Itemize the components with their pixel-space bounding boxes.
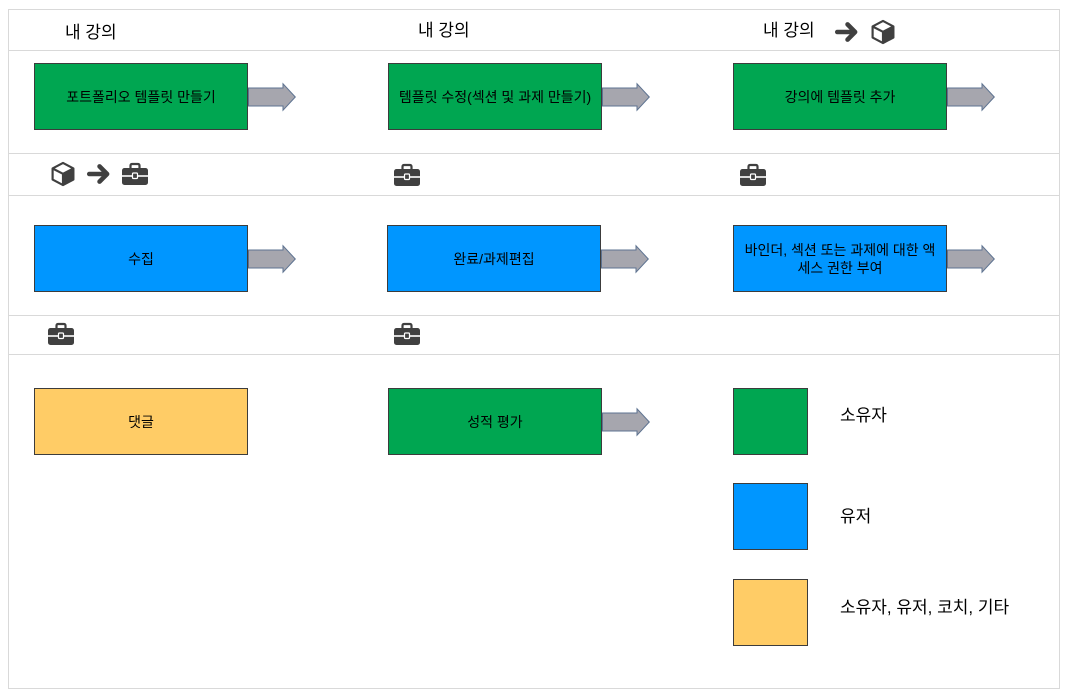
step-complete-edit-assignment: 완료/과제편집	[387, 225, 601, 292]
column-title-3-icons	[833, 19, 897, 45]
cube-icon	[869, 19, 897, 45]
cube-icon	[49, 161, 77, 187]
step-create-portfolio-template: 포트폴리오 템플릿 만들기	[34, 63, 248, 130]
flow-arrow	[602, 82, 650, 112]
permission-icons-5	[393, 321, 421, 347]
legend-swatch-user	[733, 483, 808, 550]
legend-label-everyone: 소유자, 유저, 코치, 기타	[840, 598, 1010, 617]
flow-arrow	[947, 244, 995, 274]
flow-arrow	[602, 407, 650, 437]
row-divider	[8, 195, 1060, 196]
row-divider	[8, 153, 1060, 154]
briefcase-icon	[393, 162, 421, 188]
permission-icons-3	[739, 162, 767, 188]
step-collect: 수집	[34, 225, 248, 292]
step-label: 템플릿 수정(섹션 및 과제 만들기)	[398, 88, 592, 105]
flow-arrow	[248, 82, 296, 112]
legend-swatch-owner	[733, 388, 808, 455]
row-divider	[8, 315, 1060, 316]
row-divider	[8, 354, 1060, 355]
flow-arrow	[947, 82, 995, 112]
briefcase-icon	[47, 321, 75, 347]
permission-icons-2	[393, 162, 421, 188]
step-label: 성적 평가	[467, 413, 523, 430]
arrow-right-icon	[85, 161, 113, 187]
legend-label-user: 유저	[840, 507, 872, 526]
flow-arrow	[248, 244, 296, 274]
column-title-1: 내 강의	[65, 23, 117, 42]
step-grant-access: 바인더, 섹션 또는 과제에 대한 액세스 권한 부여	[733, 225, 947, 292]
step-add-template-to-course: 강의에 템플릿 추가	[733, 63, 947, 130]
step-label: 댓글	[128, 413, 154, 430]
arrow-right-icon	[833, 19, 861, 45]
column-title-3: 내 강의	[763, 21, 815, 40]
step-grade: 성적 평가	[388, 388, 602, 455]
step-label: 완료/과제편집	[453, 250, 535, 267]
legend-swatch-everyone	[733, 579, 808, 646]
step-edit-template: 템플릿 수정(섹션 및 과제 만들기)	[388, 63, 602, 130]
diagram-frame	[8, 9, 1060, 689]
step-label: 바인더, 섹션 또는 과제에 대한 액세스 권한 부여	[744, 241, 936, 276]
row-divider	[8, 50, 1060, 51]
permission-icons-4	[47, 321, 75, 347]
permission-icons-1	[49, 161, 149, 187]
briefcase-icon	[121, 161, 149, 187]
step-comment: 댓글	[34, 388, 248, 455]
column-title-2: 내 강의	[418, 21, 470, 40]
step-label: 포트폴리오 템플릿 만들기	[66, 88, 216, 105]
briefcase-icon	[393, 321, 421, 347]
flow-arrow	[601, 244, 649, 274]
step-label: 수집	[128, 250, 154, 267]
briefcase-icon	[739, 162, 767, 188]
legend-label-owner: 소유자	[840, 406, 887, 425]
step-label: 강의에 템플릿 추가	[784, 88, 896, 105]
